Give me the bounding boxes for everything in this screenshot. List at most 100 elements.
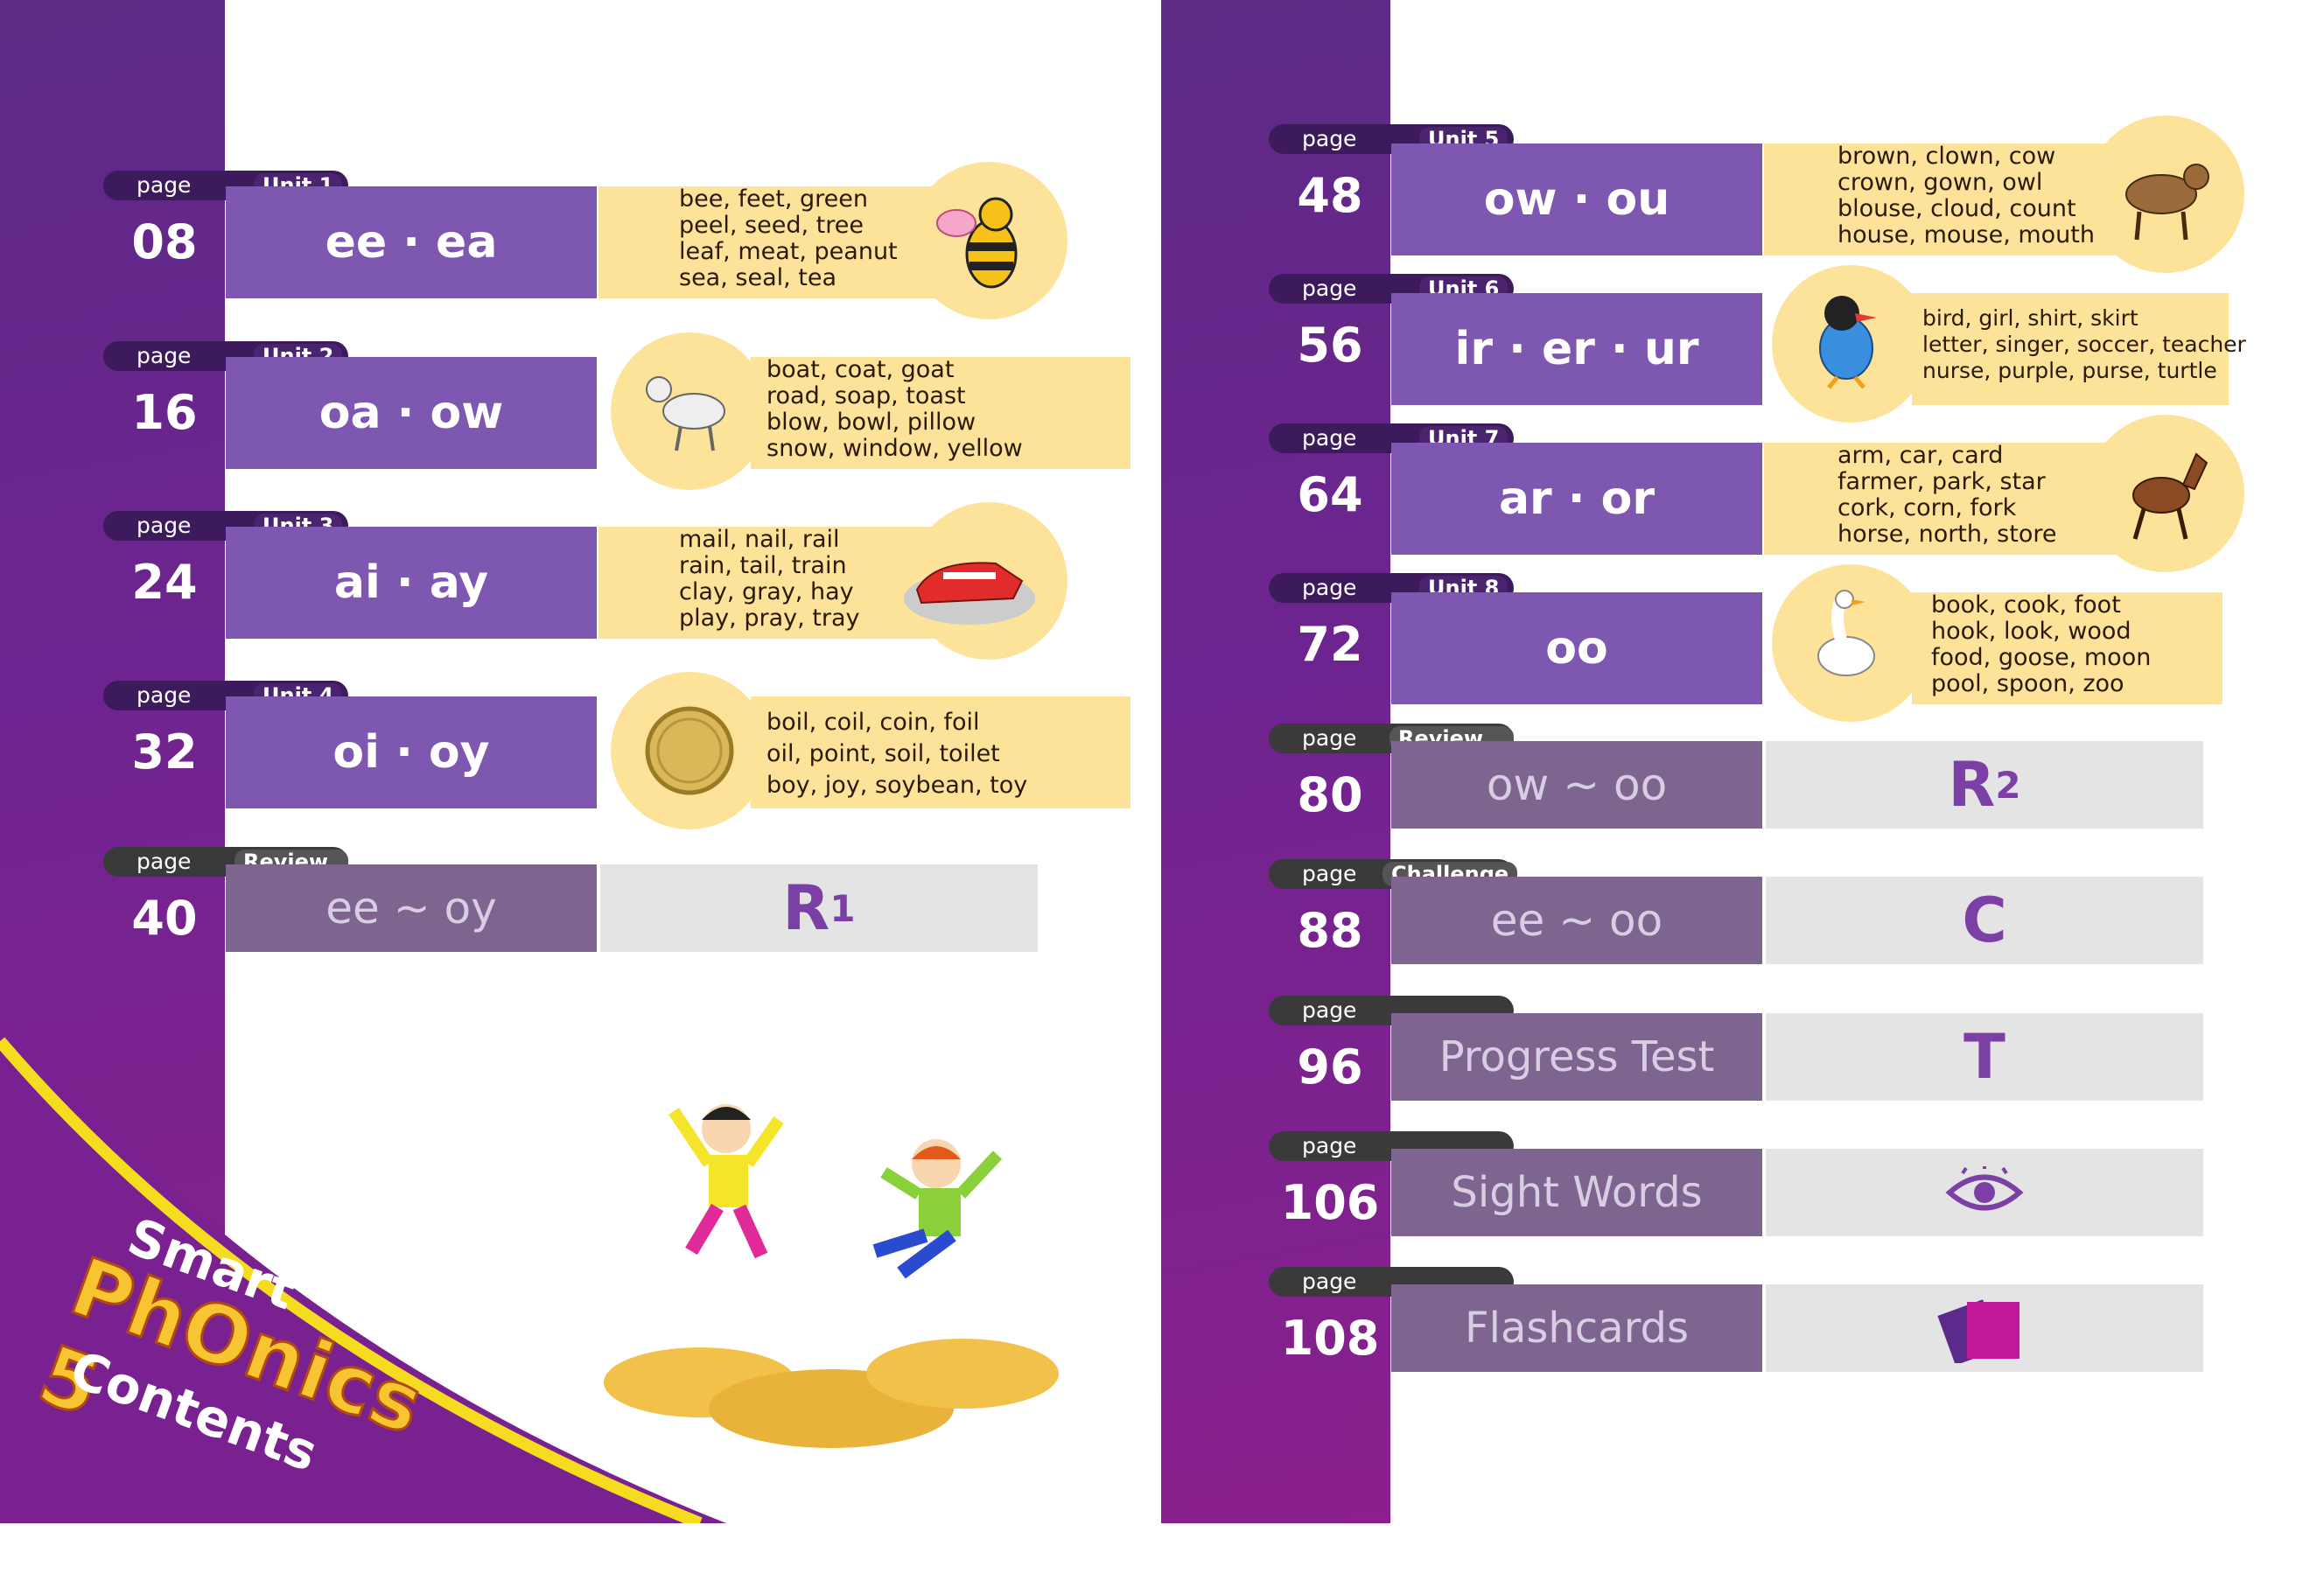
word-list: bird, girl, shirt, skirt letter, singer,… (1912, 293, 2246, 405)
cards-icon (1937, 1299, 2020, 1363)
page-label: page (1302, 276, 1357, 301)
mark-letter: R (1948, 749, 1996, 821)
review-mark (1766, 1284, 2203, 1372)
word-line: brown, clown, cow (1838, 143, 2056, 170)
word-line: bee, feet, green (679, 185, 868, 213)
word-line: road, soap, toast (766, 382, 966, 409)
word-line: crown, gown, owl (1838, 169, 2043, 196)
phonics-pattern: Progress Test (1391, 1013, 1762, 1101)
cow-icon (2125, 164, 2209, 241)
page-label: page (1302, 575, 1357, 600)
page-number: 48 (1297, 168, 1363, 223)
review-mark: C (1766, 877, 2203, 964)
word-line: blouse, cloud, count (1838, 195, 2076, 222)
bee-icon (936, 197, 1018, 289)
mark-subscript: 2 (1995, 763, 2021, 807)
page-label: page (1302, 997, 1357, 1023)
word-line: mail, nail, rail (679, 526, 840, 553)
page-number: 96 (1297, 1039, 1363, 1095)
word-line: blow, bowl, pillow (766, 409, 976, 436)
phonics-pattern: Sight Words (1391, 1149, 1762, 1236)
phonics-pattern: ee ~ oo (1391, 877, 1762, 964)
word-line: bird, girl, shirt, skirt (1922, 305, 2138, 331)
page-number: 56 (1297, 318, 1363, 373)
page-number: 40 (131, 891, 198, 946)
mark-letter: T (1964, 1021, 2006, 1093)
word-line: rain, tail, train (679, 552, 847, 579)
page-number: 16 (131, 385, 198, 440)
boy-figure (872, 1139, 1003, 1279)
phonics-pattern: ee · ea (226, 186, 597, 298)
phonics-pattern: ai · ay (226, 527, 597, 639)
word-line: peel, seed, tree (679, 212, 864, 239)
page-label: page (1302, 126, 1357, 151)
word-line: boy, joy, soybean, toy (766, 772, 1028, 799)
page-label: page (136, 849, 192, 874)
word-line: oil, point, soil, toilet (766, 740, 1000, 767)
page-number: 24 (131, 555, 198, 610)
horse-icon (2132, 452, 2208, 540)
review-mark (1766, 1149, 2203, 1236)
coin-icon (645, 706, 734, 795)
word-list: boil, coil, coin, foil oil, point, soil,… (751, 696, 1130, 808)
page-label: page (1302, 425, 1357, 451)
word-line: boil, coil, coin, foil (766, 709, 980, 736)
phonics-pattern: ee ~ oy (226, 864, 597, 952)
phonics-pattern: ir · er · ur (1391, 293, 1762, 405)
word-line: book, cook, foot (1931, 591, 2121, 619)
page-label: page (136, 513, 192, 538)
word-line: letter, singer, soccer, teacher (1922, 332, 2246, 357)
word-line: farmer, park, star (1838, 468, 2046, 495)
page-label: page (136, 682, 192, 708)
kids-jumping-illustration (604, 1104, 1059, 1448)
word-line: nurse, purple, purse, turtle (1922, 358, 2217, 383)
yellow-swoosh (0, 1006, 726, 1523)
girl-figure (668, 1104, 784, 1259)
bird-icon (1819, 296, 1877, 389)
page-label: page (1302, 1133, 1357, 1158)
page-number: 32 (131, 724, 198, 780)
phonics-pattern: ar · or (1391, 443, 1762, 555)
page-label: page (136, 343, 192, 368)
phonics-pattern: oi · oy (226, 696, 597, 808)
page-label: page (1302, 725, 1357, 751)
word-line: sea, seal, tea (679, 264, 837, 291)
page-tag: page Unit 8 (1269, 573, 1514, 603)
page-number: 88 (1297, 903, 1363, 958)
mark-subscript: 1 (830, 886, 856, 930)
page-number: 72 (1297, 617, 1363, 672)
page-number: 08 (131, 214, 198, 269)
word-line: play, pray, tray (679, 605, 860, 632)
phonics-pattern: oa · ow (226, 357, 597, 469)
word-line: boat, coat, goat (766, 356, 955, 383)
word-line: cork, corn, fork (1838, 494, 2017, 521)
word-line: leaf, meat, peanut (679, 238, 898, 265)
word-line: clay, gray, hay (679, 578, 854, 605)
page-number: 106 (1280, 1175, 1380, 1230)
word-line: house, mouse, mouth (1838, 221, 2095, 248)
review-mark: T (1766, 1013, 2203, 1101)
page-number: 80 (1297, 767, 1363, 822)
page-number: 64 (1297, 467, 1363, 522)
page-label: page (1302, 1269, 1357, 1294)
word-line: horse, north, store (1838, 521, 2057, 548)
page-label: page (136, 172, 192, 198)
word-line: pool, spoon, zoo (1931, 670, 2124, 697)
phonics-pattern: ow ~ oo (1391, 741, 1762, 829)
goose-icon (1817, 590, 1875, 676)
goat-icon (646, 376, 725, 451)
word-line: snow, window, yellow (766, 435, 1023, 462)
page-number: 108 (1280, 1311, 1380, 1366)
mark-letter: C (1962, 885, 2007, 956)
word-list: book, cook, foot hook, look, wood food, … (1912, 592, 2222, 704)
train-icon (904, 562, 1035, 625)
mark-letter: R (782, 872, 830, 944)
eye-icon (1945, 1166, 2024, 1211)
phonics-pattern: ow · ou (1391, 143, 1762, 255)
phonics-pattern: oo (1391, 592, 1762, 704)
word-list: boat, coat, goat road, soap, toast blow,… (751, 357, 1130, 469)
page-label: page (1302, 861, 1357, 886)
word-line: arm, car, card (1838, 442, 2004, 469)
